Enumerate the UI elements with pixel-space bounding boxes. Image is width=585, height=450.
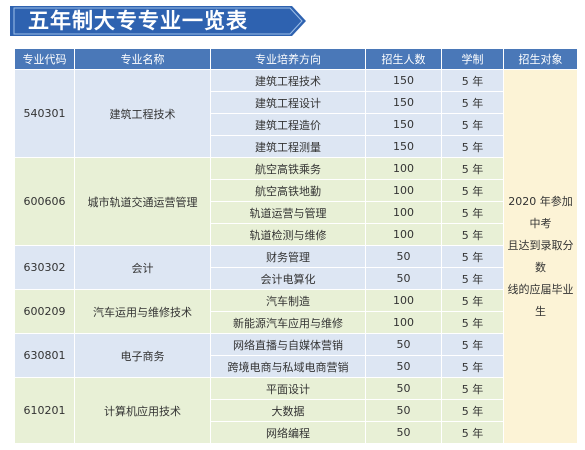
program-length: 5 年 bbox=[441, 421, 504, 444]
major-name: 电子商务 bbox=[74, 333, 211, 378]
header-name: 专业名称 bbox=[74, 48, 211, 70]
program-length: 5 年 bbox=[441, 355, 504, 378]
table-row: 建筑工程测量 150 5 年 bbox=[15, 135, 578, 158]
admission-target: 2020 年参加中考 且达到录取分数 线的应届毕业生 bbox=[503, 69, 578, 444]
enrollment-count: 50 bbox=[365, 421, 442, 444]
table-row: 大数据 50 5 年 bbox=[15, 399, 578, 422]
program-length: 5 年 bbox=[441, 311, 504, 334]
training-direction: 大数据 bbox=[210, 399, 366, 422]
major-code: 540301 bbox=[14, 69, 75, 158]
table-header-row: 专业代码 专业名称 专业培养方向 招生人数 学制 招生对象 bbox=[14, 48, 578, 70]
enrollment-count: 50 bbox=[365, 333, 442, 356]
program-length: 5 年 bbox=[441, 289, 504, 312]
training-direction: 新能源汽车应用与维修 bbox=[210, 311, 366, 334]
training-direction: 汽车制造 bbox=[210, 289, 366, 312]
program-length: 5 年 bbox=[441, 113, 504, 136]
header-direction: 专业培养方向 bbox=[210, 48, 366, 70]
enrollment-count: 50 bbox=[365, 399, 442, 422]
training-direction: 网络直播与自媒体营销 bbox=[210, 333, 366, 356]
enrollment-count: 100 bbox=[365, 157, 442, 180]
table-row: 轨道运营与管理 100 5 年 bbox=[15, 201, 578, 224]
admission-target-line: 2020 年参加中考 bbox=[508, 194, 573, 230]
training-direction: 建筑工程设计 bbox=[210, 91, 366, 114]
program-length: 5 年 bbox=[441, 377, 504, 400]
table-row: 630302 会计 财务管理 50 5 年 bbox=[14, 245, 578, 290]
major-code: 600209 bbox=[14, 289, 75, 334]
table-row: 航空高铁地勤 100 5 年 bbox=[15, 179, 578, 202]
header-enrollment: 招生人数 bbox=[365, 48, 442, 70]
header-target: 招生对象 bbox=[503, 48, 578, 70]
major-name: 会计 bbox=[74, 245, 211, 290]
enrollment-count: 100 bbox=[365, 179, 442, 202]
training-direction: 跨境电商与私域电商营销 bbox=[210, 355, 366, 378]
admission-target-line: 线的应届毕业生 bbox=[507, 282, 574, 318]
training-direction: 航空高铁乘务 bbox=[210, 157, 366, 180]
majors-table: 专业代码 专业名称 专业培养方向 招生人数 学制 招生对象 540301 建筑工程… bbox=[14, 48, 578, 444]
page-title: 五年制大专专业一览表 bbox=[28, 9, 248, 33]
enrollment-count: 150 bbox=[365, 135, 442, 158]
title-banner: 五年制大专专业一览表 bbox=[10, 4, 310, 38]
training-direction: 会计电算化 bbox=[210, 267, 366, 290]
program-length: 5 年 bbox=[441, 69, 504, 92]
enrollment-count: 50 bbox=[365, 355, 442, 378]
enrollment-count: 150 bbox=[365, 69, 442, 92]
program-length: 5 年 bbox=[441, 245, 504, 268]
program-length: 5 年 bbox=[441, 157, 504, 180]
training-direction: 建筑工程技术 bbox=[210, 69, 366, 92]
table-row: 540301 建筑工程技术 建筑工程技术 150 5 年 2020 年参加中考 且达到录取分… bbox=[14, 69, 578, 444]
enrollment-count: 50 bbox=[365, 245, 442, 268]
table-row: 600209 汽车运用与维修技术 汽车制造 100 5 年 bbox=[14, 289, 578, 334]
enrollment-count: 100 bbox=[365, 289, 442, 312]
major-code: 600606 bbox=[14, 157, 75, 246]
enrollment-count: 100 bbox=[365, 311, 442, 334]
program-length: 5 年 bbox=[441, 333, 504, 356]
training-direction: 网络编程 bbox=[210, 421, 366, 444]
table-row: 跨境电商与私域电商营销 50 5 年 bbox=[15, 355, 578, 378]
enrollment-count: 150 bbox=[365, 91, 442, 114]
enrollment-count: 100 bbox=[365, 201, 442, 224]
major-name: 计算机应用技术 bbox=[74, 377, 211, 444]
major-code: 630801 bbox=[14, 333, 75, 378]
major-name: 汽车运用与维修技术 bbox=[74, 289, 211, 334]
program-length: 5 年 bbox=[441, 223, 504, 246]
training-direction: 轨道运营与管理 bbox=[210, 201, 366, 224]
table-row: 建筑工程造价 150 5 年 bbox=[15, 113, 578, 136]
program-length: 5 年 bbox=[441, 179, 504, 202]
training-direction: 建筑工程测量 bbox=[210, 135, 366, 158]
enrollment-count: 100 bbox=[365, 223, 442, 246]
admission-target-line: 且达到录取分数 bbox=[507, 238, 574, 274]
program-length: 5 年 bbox=[441, 399, 504, 422]
major-code: 610201 bbox=[14, 377, 75, 444]
header-years: 学制 bbox=[441, 48, 504, 70]
major-name: 城市轨道交通运营管理 bbox=[74, 157, 211, 246]
enrollment-count: 50 bbox=[365, 267, 442, 290]
training-direction: 建筑工程造价 bbox=[210, 113, 366, 136]
training-direction: 轨道检测与维修 bbox=[210, 223, 366, 246]
enrollment-count: 50 bbox=[365, 377, 442, 400]
table-row: 轨道检测与维修 100 5 年 bbox=[15, 223, 578, 246]
header-code: 专业代码 bbox=[14, 48, 75, 70]
program-length: 5 年 bbox=[441, 91, 504, 114]
title-banner-shape bbox=[10, 6, 306, 36]
table-body: 540301 建筑工程技术 建筑工程技术 150 5 年 2020 年参加中考 且达到录取分… bbox=[14, 69, 578, 444]
table-row: 630801 电子商务 网络直播与自媒体营销 50 5 年 bbox=[14, 333, 578, 378]
table-row: 600606 城市轨道交通运营管理 航空高铁乘务 100 5 年 bbox=[14, 157, 578, 246]
training-direction: 航空高铁地勤 bbox=[210, 179, 366, 202]
program-length: 5 年 bbox=[441, 135, 504, 158]
training-direction: 财务管理 bbox=[210, 245, 366, 268]
major-name: 建筑工程技术 bbox=[74, 69, 211, 158]
table-row: 610201 计算机应用技术 平面设计 50 5 年 bbox=[14, 377, 578, 444]
table-row: 网络编程 50 5 年 bbox=[15, 421, 578, 444]
program-length: 5 年 bbox=[441, 201, 504, 224]
enrollment-count: 150 bbox=[365, 113, 442, 136]
training-direction: 平面设计 bbox=[210, 377, 366, 400]
program-length: 5 年 bbox=[441, 267, 504, 290]
major-code: 630302 bbox=[14, 245, 75, 290]
table-row: 新能源汽车应用与维修 100 5 年 bbox=[15, 311, 578, 334]
